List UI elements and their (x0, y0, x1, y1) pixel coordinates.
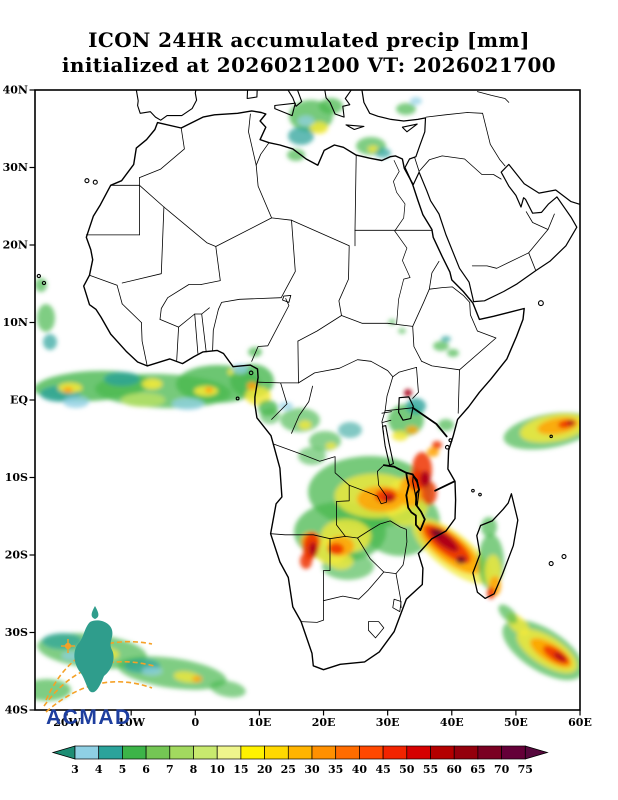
cb-segment (382, 745, 408, 760)
acmad-logo: ACMAD (43, 606, 155, 729)
cb-segment (477, 745, 502, 760)
cb-segment (216, 745, 242, 760)
cb-segment (145, 745, 171, 760)
cb-segment (240, 745, 265, 760)
lat-tick-label: 40N (3, 84, 28, 97)
cb-segment (287, 745, 313, 760)
compass-star-icon (61, 639, 75, 653)
chart-subtitle: initialized at 2026021200 VT: 2026021700 (61, 53, 557, 77)
cb-segment (311, 745, 337, 760)
cb-tick-label: 45 (375, 763, 390, 776)
cb-tick-label: 50 (399, 763, 415, 776)
cb-arrow-left (51, 745, 76, 760)
lat-tick-label: 10S (5, 471, 28, 484)
lat-tick-label: 10N (3, 316, 28, 329)
axis-ticks: 40N 30N 20N 10N EQ 10S 20S 30S 40S 20W 10W 0 10E 20E 3… (3, 84, 592, 730)
cb-tick-label: 10 (210, 763, 226, 776)
cb-tick-label: 65 (470, 763, 485, 776)
lon-tick-label: 0 (191, 716, 199, 729)
cb-segment (335, 745, 360, 760)
colorbar-legend: 3 4 5 6 7 8 10 15 20 25 30 35 40 45 50 55 60 65 70 75 (51, 745, 549, 776)
lat-tick-label: 20N (3, 239, 28, 252)
cb-tick-label: 8 (190, 763, 198, 776)
cb-tick-label: 60 (447, 763, 463, 776)
lon-tick-label: 10E (248, 716, 272, 729)
cb-tick-label: 40 (352, 763, 368, 776)
cb-tick-label: 30 (304, 763, 320, 776)
cb-tick-label: 6 (142, 763, 150, 776)
cb-segment (193, 745, 218, 760)
water-drop-icon (91, 606, 99, 619)
lat-tick-label: EQ (10, 394, 28, 407)
cb-tick-label: 3 (71, 763, 79, 776)
lat-tick-label: 20S (5, 549, 28, 562)
cb-tick-label: 4 (95, 763, 103, 776)
lat-tick-label: 30N (3, 161, 28, 174)
cb-segment (98, 745, 123, 760)
cb-segment (430, 745, 455, 760)
lat-tick-label: 40S (5, 704, 28, 717)
lon-tick-label: 30E (376, 716, 400, 729)
africa-silhouette (74, 620, 114, 693)
cb-segment (74, 745, 100, 760)
cb-tick-label: 20 (257, 763, 273, 776)
lon-tick-label: 40E (440, 716, 464, 729)
cb-segment (264, 745, 289, 760)
cb-segment (501, 745, 526, 760)
lon-tick-label: 60E (568, 716, 592, 729)
cb-arrow-right (524, 745, 549, 760)
cb-tick-label: 5 (119, 763, 127, 776)
chart-title: ICON 24HR accumulated precip [mm] (88, 28, 530, 52)
cb-segment (359, 745, 384, 760)
lon-tick-label: 20W (53, 716, 81, 729)
cb-tick-label: 7 (166, 763, 174, 776)
cb-segment (169, 745, 194, 760)
cb-tick-label: 75 (518, 763, 533, 776)
lon-tick-label: 20E (312, 716, 336, 729)
coastlines-and-borders (36, 90, 580, 671)
acmad-wordmark: ACMAD (46, 706, 132, 729)
cb-tick-label: 55 (423, 763, 438, 776)
lat-tick-label: 30S (5, 626, 28, 639)
cb-segment (406, 745, 431, 760)
cb-tick-label: 35 (328, 763, 343, 776)
cb-tick-label: 15 (233, 763, 248, 776)
cb-segment (453, 745, 479, 760)
cb-segment (122, 745, 147, 760)
cb-tick-label: 70 (494, 763, 510, 776)
cb-tick-label: 25 (281, 763, 296, 776)
lon-tick-label: 10W (117, 716, 145, 729)
lon-tick-label: 50E (504, 716, 528, 729)
